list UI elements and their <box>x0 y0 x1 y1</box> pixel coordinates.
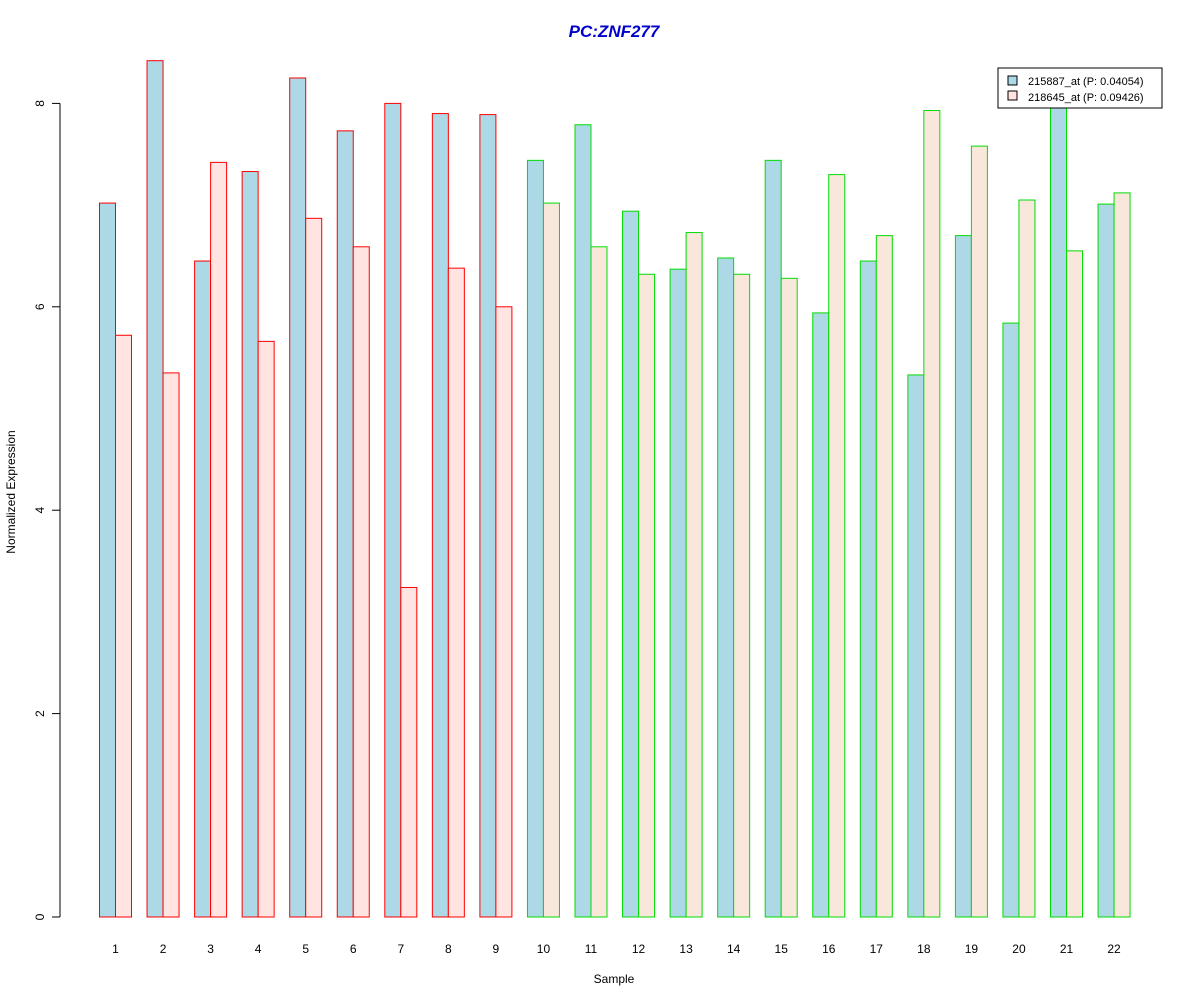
y-tick-label: 0 <box>33 913 47 920</box>
bar-series-1 <box>574 124 592 918</box>
bar-series-1 <box>194 260 212 918</box>
bar-series-2 <box>352 246 370 918</box>
bar-series-2 <box>733 273 751 918</box>
legend: 215887_at (P: 0.04054) 218645_at (P: 0.0… <box>997 67 1163 109</box>
bar-series-2 <box>115 334 132 918</box>
bar-series-1 <box>764 159 782 918</box>
x-tick-label: 17 <box>870 942 884 956</box>
bars <box>99 60 1131 918</box>
x-tick-label: 16 <box>822 942 836 956</box>
legend-swatch-series-2 <box>1007 90 1018 101</box>
legend-box <box>997 67 1163 109</box>
x-tick-label: 3 <box>207 942 214 956</box>
bar-series-1 <box>622 210 640 918</box>
bar-series-1 <box>717 257 735 918</box>
bar-series-2 <box>1113 192 1131 918</box>
bar-series-1 <box>431 113 449 918</box>
legend-label-series-1: 215887_at (P: 0.04054) <box>1028 76 1144 88</box>
y-axis-title: Normalized Expression <box>4 430 18 553</box>
bar-series-2 <box>923 110 941 918</box>
bar-series-1 <box>859 260 877 918</box>
legend-swatch-series-1 <box>1007 75 1018 86</box>
bar-series-1 <box>479 114 497 918</box>
bar-series-1 <box>336 130 354 918</box>
x-tick-label: 1 <box>112 942 119 956</box>
bar-series-1 <box>526 159 544 918</box>
x-tick-label: 20 <box>1012 942 1026 956</box>
chart-title: PC:ZNF277 <box>569 22 661 41</box>
bar-series-2 <box>1018 199 1036 918</box>
bar-series-1 <box>146 60 164 918</box>
bar-series-1 <box>1097 203 1115 918</box>
bar-series-1 <box>669 268 687 918</box>
x-tick-label: 4 <box>255 942 262 956</box>
bar-series-1 <box>1050 102 1067 918</box>
bar-series-2 <box>875 235 893 918</box>
bar-series-1 <box>99 202 116 918</box>
bar-series-2 <box>257 340 275 918</box>
bar-series-2 <box>447 267 465 918</box>
bar-series-2 <box>828 174 846 918</box>
x-tick-label: 12 <box>632 942 646 956</box>
bar-series-1 <box>1002 322 1020 918</box>
x-tick-label: 14 <box>727 942 741 956</box>
x-tick-label: 7 <box>397 942 404 956</box>
x-tick-label: 21 <box>1060 942 1074 956</box>
legend-label-series-2: 218645_at (P: 0.09426) <box>1028 92 1144 104</box>
bar-series-2 <box>305 217 323 918</box>
bar-series-2 <box>970 145 988 918</box>
bar-series-2 <box>1066 250 1083 918</box>
x-tick-label: 18 <box>917 942 931 956</box>
x-tick-labels: 1 2 3 4 5 6 7 8 9 10 11 12 13 14 15 16 17 18 19 20 21 22 <box>112 942 1121 956</box>
bar-series-2 <box>400 586 418 918</box>
bar-series-2 <box>685 232 703 918</box>
x-tick-label: 10 <box>537 942 551 956</box>
x-tick-label: 13 <box>679 942 693 956</box>
bar-series-2 <box>162 372 180 918</box>
bar-series-1 <box>954 235 972 918</box>
bar-series-1 <box>241 171 259 918</box>
x-axis-title: Sample <box>594 972 635 986</box>
bar-series-2 <box>210 161 228 918</box>
bar-series-1 <box>384 102 402 918</box>
x-tick-label: 2 <box>160 942 167 956</box>
y-tick-label: 2 <box>33 710 47 717</box>
bar-series-1 <box>907 374 925 918</box>
bar-series-2 <box>638 273 656 918</box>
y-axis: 0 2 4 6 8 <box>33 100 61 920</box>
x-tick-label: 9 <box>493 942 500 956</box>
bar-series-2 <box>780 277 798 918</box>
bar-series-1 <box>812 312 830 918</box>
y-tick-label: 8 <box>33 100 47 107</box>
x-tick-label: 15 <box>775 942 789 956</box>
x-tick-label: 8 <box>445 942 452 956</box>
x-tick-label: 5 <box>302 942 309 956</box>
x-tick-label: 19 <box>965 942 979 956</box>
bar-series-2 <box>495 306 513 918</box>
y-tick-label: 6 <box>33 303 47 310</box>
x-tick-label: 6 <box>350 942 357 956</box>
y-tick-label: 4 <box>33 507 47 514</box>
bar-series-2 <box>542 202 560 918</box>
x-tick-label: 22 <box>1107 942 1121 956</box>
x-tick-label: 11 <box>585 942 598 956</box>
bar-series-2 <box>590 246 608 918</box>
bar-series-1 <box>289 77 307 918</box>
